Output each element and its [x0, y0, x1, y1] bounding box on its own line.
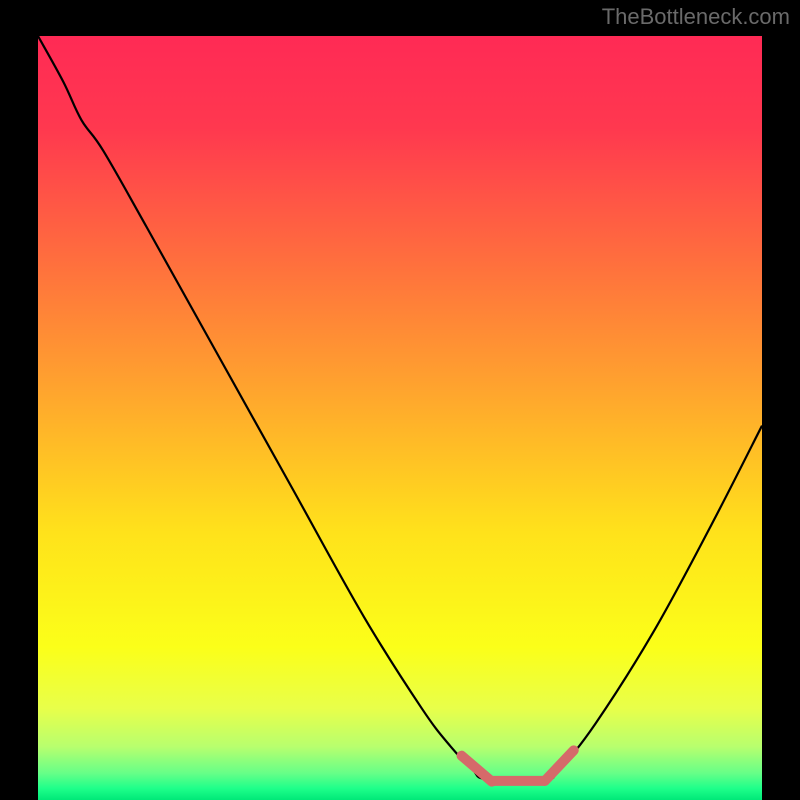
highlight-segment — [545, 750, 574, 781]
curve-overlay — [38, 36, 762, 800]
watermark-text: TheBottleneck.com — [602, 4, 790, 30]
plot-area — [38, 36, 762, 800]
bottleneck-curve — [38, 36, 762, 781]
highlight-segment — [462, 756, 492, 782]
